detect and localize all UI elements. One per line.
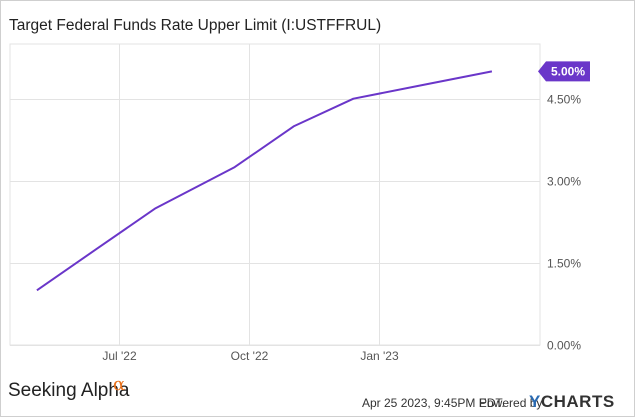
y-tick-label: 1.50%: [547, 257, 581, 271]
seeking-alpha-logo[interactable]: Seeking Alpha: [8, 380, 130, 402]
axis-layer: 0.00% 1.50% 3.00% 4.50% Jul '22 Oct '22 Jan '2…: [102, 93, 581, 364]
alpha-logo-mark: α: [113, 374, 126, 395]
series-layer: [36, 70, 493, 292]
x-tick-label: Jul '22: [102, 349, 137, 363]
x-tick-label: Oct '22: [231, 349, 269, 363]
powered-by-text: Powered by: [479, 396, 543, 410]
y-tick-label: 4.50%: [547, 93, 581, 107]
ycharts-logo[interactable]: YCHARTS: [529, 392, 615, 412]
ycharts-logo-text: CHARTS: [540, 392, 615, 411]
ycharts-logo-y: Y: [529, 392, 541, 411]
end-value-tag: [538, 61, 590, 82]
brand-name: Seeking Alpha: [8, 380, 130, 401]
label-layer: 5.00%: [538, 61, 590, 82]
rate-series-line: [36, 70, 493, 292]
timestamp: Apr 25 2023, 9:45PM EDT.: [362, 396, 505, 410]
y-tick-label: 3.00%: [547, 175, 581, 189]
plot-border: [9, 43, 541, 346]
grid-layer: [9, 43, 541, 346]
end-value-label: 5.00%: [551, 64, 585, 78]
x-tick-label: Jan '23: [360, 349, 399, 363]
chart-title: Target Federal Funds Rate Upper Limit (I…: [9, 17, 382, 34]
y-tick-label: 0.00%: [547, 339, 581, 353]
